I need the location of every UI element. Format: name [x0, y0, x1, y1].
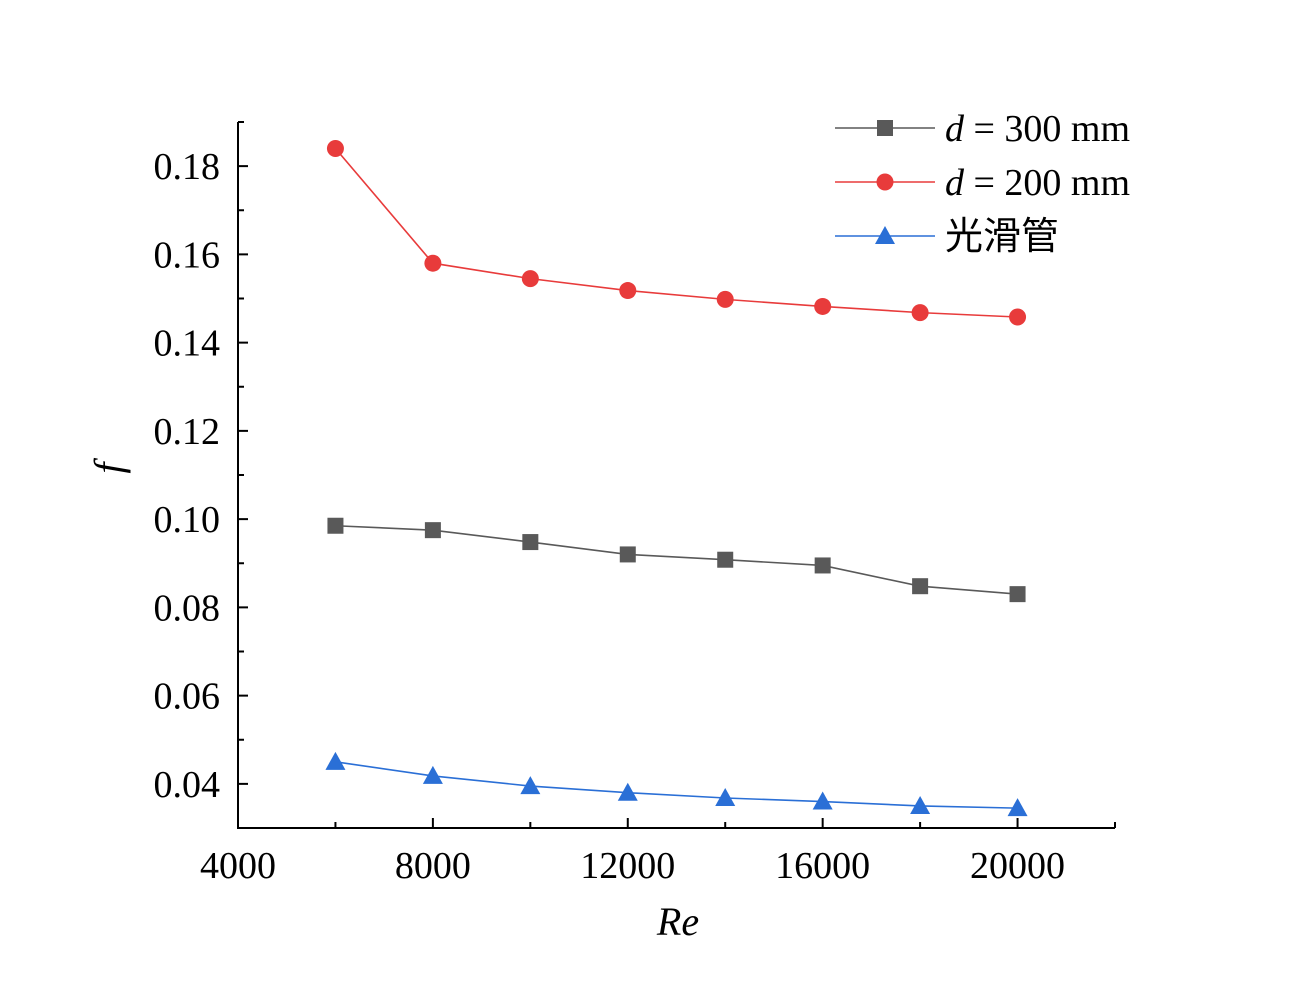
legend-marker — [877, 120, 893, 136]
data-point — [911, 304, 929, 322]
data-point — [522, 534, 539, 551]
data-point — [717, 551, 734, 568]
legend-entry-1: d = 300 mm — [835, 108, 1130, 150]
legend-entry-2: d = 200 mm — [835, 162, 1130, 204]
data-point — [1007, 798, 1028, 817]
y-tick-label: 0.14 — [154, 323, 221, 365]
series-line — [335, 761, 1018, 809]
series-3 — [325, 751, 1028, 817]
data-point — [422, 765, 443, 784]
y-tick-label: 0.06 — [154, 676, 221, 718]
data-point — [327, 517, 344, 534]
y-tick-label: 0.10 — [154, 499, 221, 541]
y-tick-label: 0.18 — [154, 146, 221, 188]
data-point — [326, 139, 344, 157]
data-point — [715, 787, 736, 806]
ticks: 4000 8000 12000 16000 20000 0.04 0.06 0.08 0.10 0… — [154, 121, 1116, 887]
y-tick-label: 0.04 — [154, 764, 221, 806]
legend-marker — [875, 226, 895, 244]
y-axis-label: f — [86, 458, 131, 474]
legend-label: 光滑管 — [945, 216, 1059, 258]
data-point — [1009, 308, 1027, 326]
legend-marker — [876, 173, 894, 191]
x-tick-label: 8000 — [395, 845, 471, 887]
x-tick-label: 4000 — [200, 845, 276, 887]
legend-label: d = 200 mm — [945, 162, 1130, 204]
data-point — [619, 546, 636, 563]
data-point — [424, 254, 442, 272]
data-point — [912, 578, 929, 595]
x-axis-label: Re — [656, 899, 699, 944]
y-tick-label: 0.16 — [154, 234, 221, 276]
data-point — [617, 782, 638, 801]
data-point — [716, 290, 734, 308]
data-point — [814, 557, 831, 574]
series-line — [335, 524, 1018, 595]
data-point — [1009, 586, 1026, 603]
data-point — [325, 751, 346, 770]
data-point — [812, 791, 833, 810]
series-line — [334, 147, 1018, 318]
data-point — [910, 795, 931, 814]
legend-label: d = 300 mm — [945, 108, 1130, 150]
data-point — [619, 282, 637, 300]
data-point — [814, 297, 832, 315]
x-tick-label: 12000 — [580, 845, 675, 887]
series-1 — [327, 517, 1026, 603]
x-tick-label: 20000 — [970, 845, 1065, 887]
y-tick-label: 0.08 — [154, 587, 221, 629]
data-point — [521, 270, 539, 288]
x-tick-label: 16000 — [775, 845, 870, 887]
data-point — [424, 522, 441, 539]
legend-entry-3: 光滑管 — [835, 216, 1059, 258]
series-2 — [326, 139, 1027, 326]
data-point — [520, 776, 541, 795]
legend: d = 300 mm d = 200 mm 光滑管 — [835, 108, 1130, 258]
series-layer — [325, 139, 1028, 817]
y-tick-label: 0.12 — [154, 411, 221, 453]
